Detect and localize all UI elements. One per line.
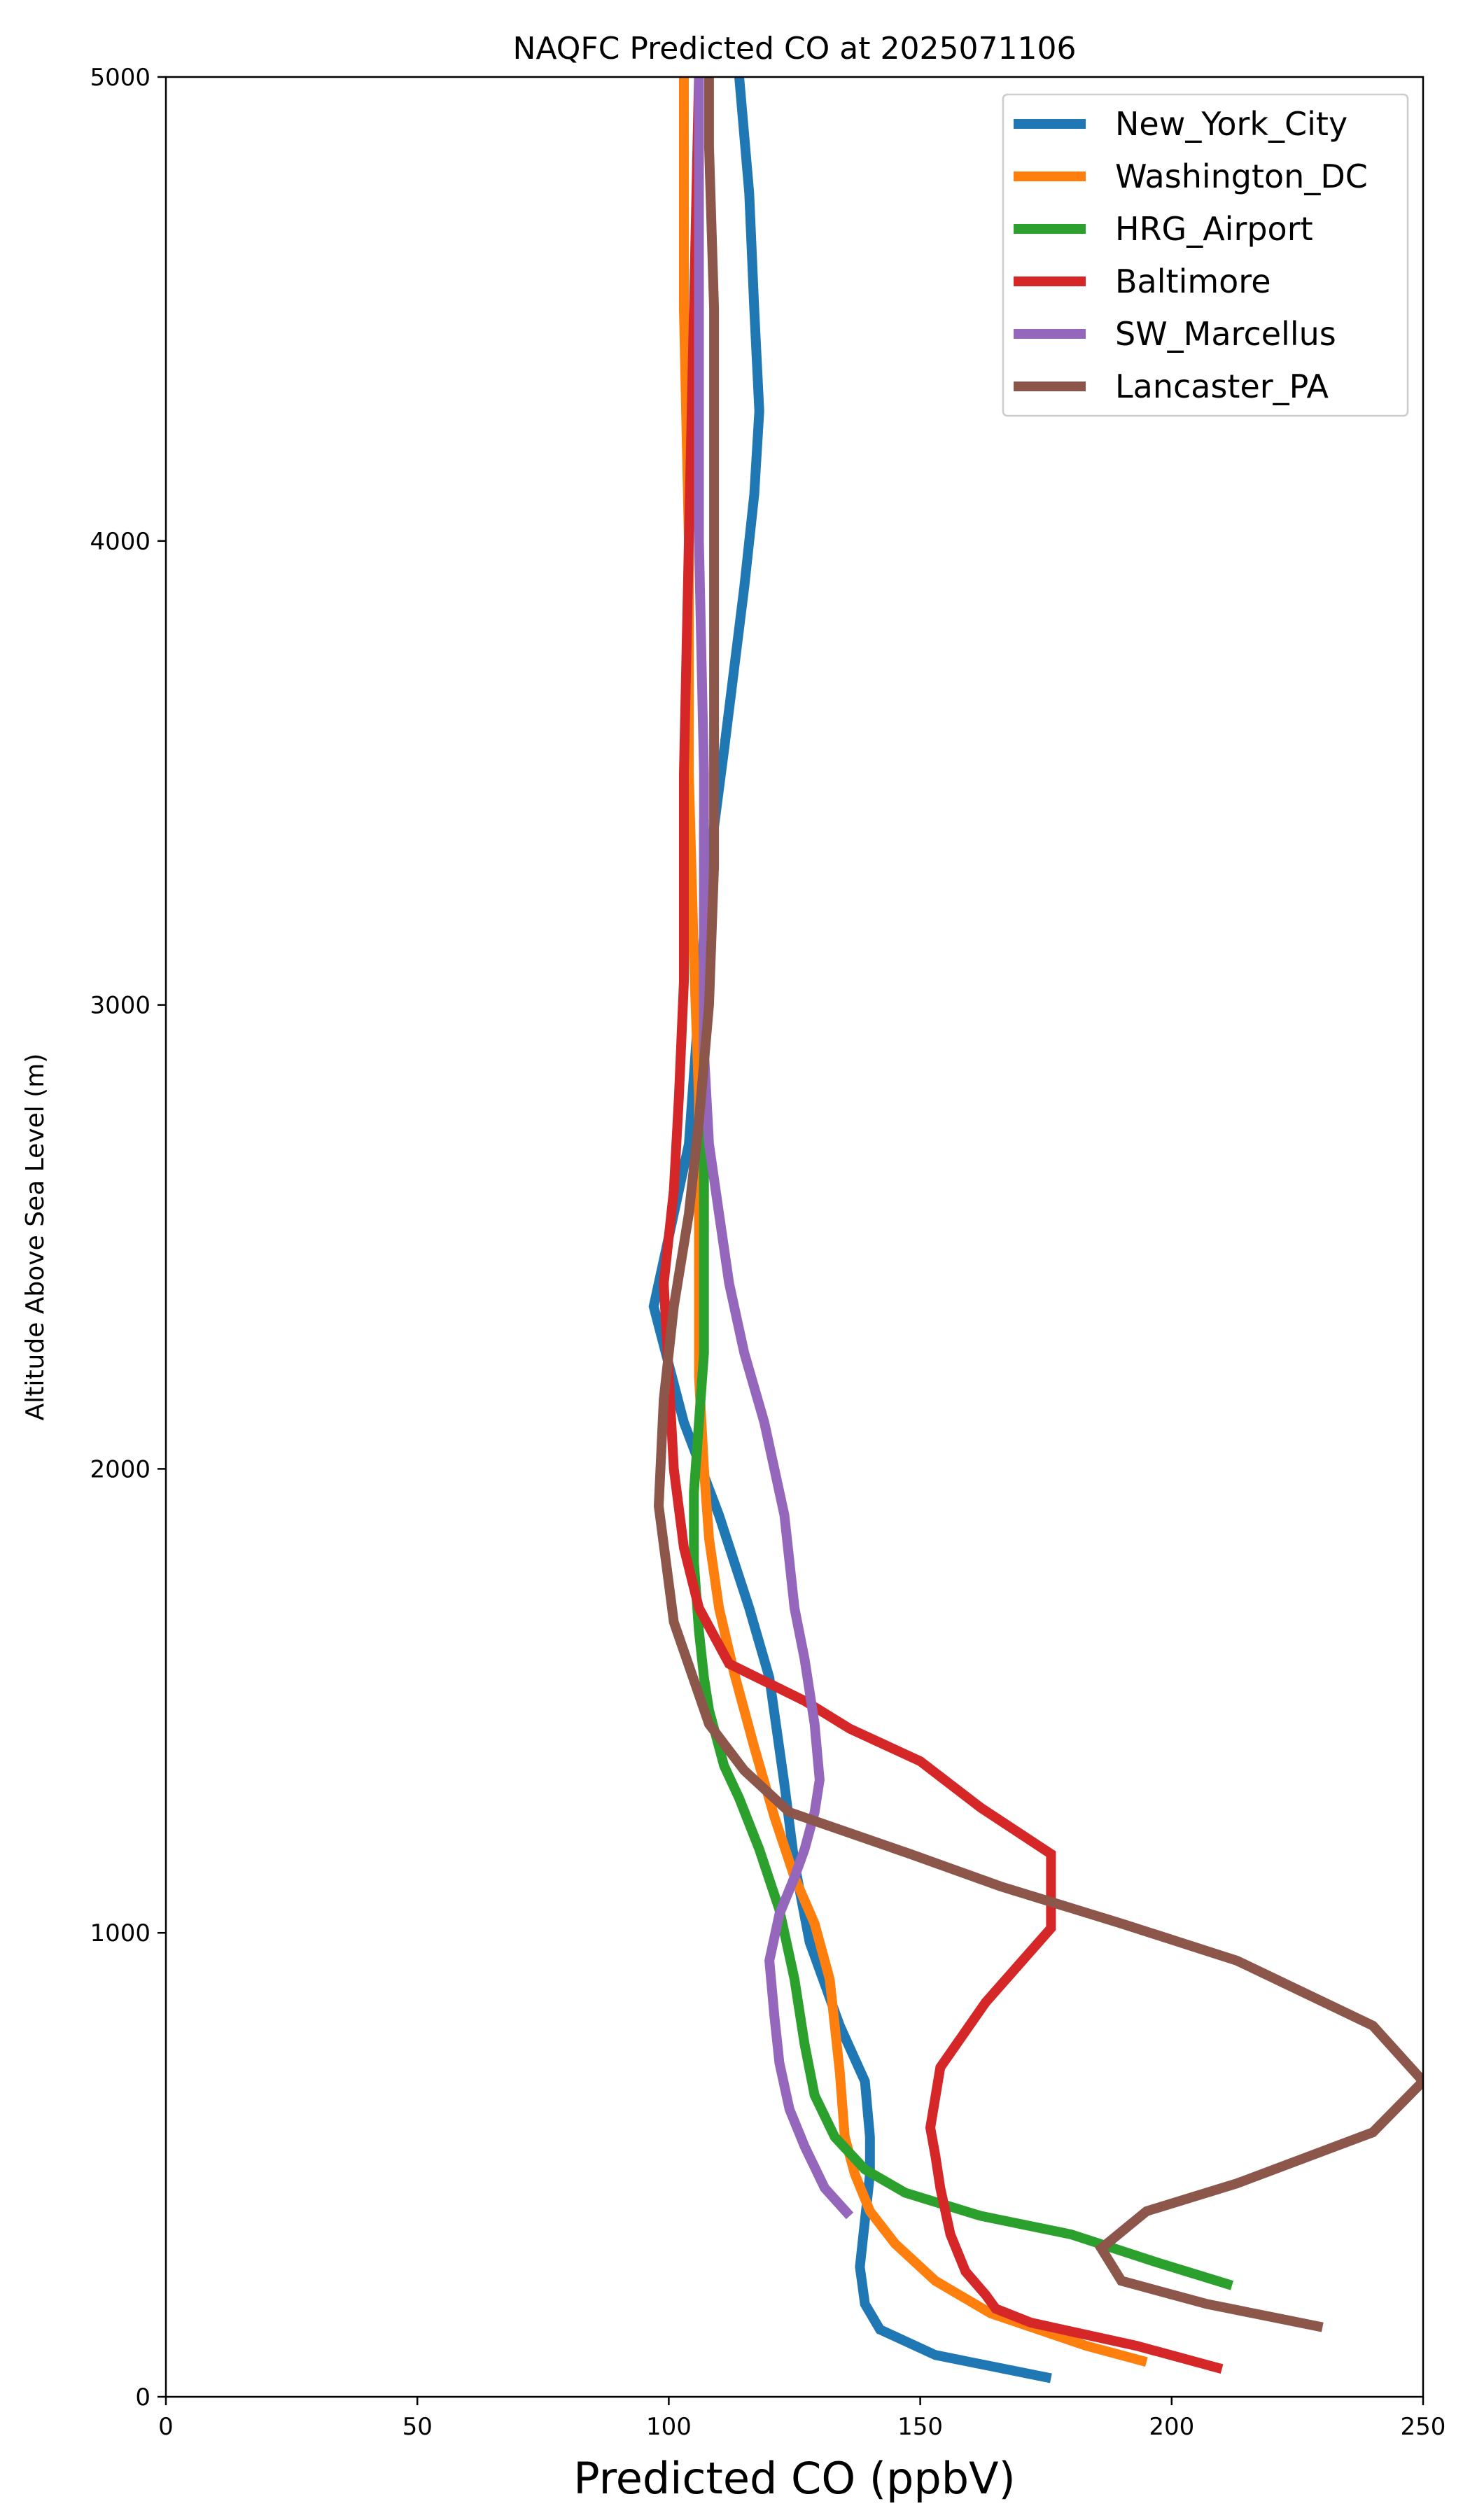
legend-label: HRG_Airport bbox=[1115, 210, 1313, 248]
y-tick-label: 0 bbox=[135, 2384, 150, 2412]
axes-frame bbox=[164, 76, 1424, 2398]
y-tick-label: 1000 bbox=[90, 1919, 150, 1947]
series-line-washington-dc bbox=[679, 77, 1148, 2367]
legend-label: Washington_DC bbox=[1115, 158, 1368, 195]
series-line-hrg-airport bbox=[689, 819, 1234, 2290]
series-line-baltimore bbox=[659, 77, 1224, 2374]
y-tick-label: 2000 bbox=[90, 1455, 150, 1483]
y-tick-label: 4000 bbox=[90, 528, 150, 556]
legend-label: New_York_City bbox=[1115, 105, 1348, 143]
chart-title: NAQFC Predicted CO at 2025071106 bbox=[513, 31, 1077, 66]
x-axis-label: Predicted CO (ppbV) bbox=[573, 2453, 1015, 2504]
x-axis-ticks: 0 50 100 150 200 250 bbox=[158, 2397, 1446, 2441]
x-tick-label: 150 bbox=[897, 2413, 943, 2441]
y-axis-label: Altitude Above Sea Level (m) bbox=[21, 1054, 50, 1421]
series-layer bbox=[648, 77, 1423, 2384]
x-tick-label: 100 bbox=[646, 2413, 692, 2441]
x-tick-label: 250 bbox=[1401, 2413, 1446, 2441]
y-tick-label: 5000 bbox=[90, 64, 150, 92]
legend-label: SW_Marcellus bbox=[1115, 315, 1336, 353]
legend-box bbox=[1002, 93, 1409, 417]
x-tick-label: 0 bbox=[158, 2413, 174, 2441]
x-tick-label: 50 bbox=[402, 2413, 433, 2441]
series-line-new-york-city bbox=[648, 77, 1052, 2384]
legend: New_York_City Washington_DC HRG_Airport Bal… bbox=[1002, 93, 1409, 417]
series-line-sw-marcellus bbox=[694, 77, 854, 2220]
series-line-lancaster-pa bbox=[653, 77, 1423, 2332]
y-axis-ticks: 0 1000 2000 3000 4000 5000 bbox=[90, 64, 166, 2412]
legend-label: Lancaster_PA bbox=[1115, 368, 1329, 405]
y-tick-label: 3000 bbox=[90, 992, 150, 1020]
legend-label: Baltimore bbox=[1115, 262, 1271, 300]
x-tick-label: 200 bbox=[1149, 2413, 1194, 2441]
